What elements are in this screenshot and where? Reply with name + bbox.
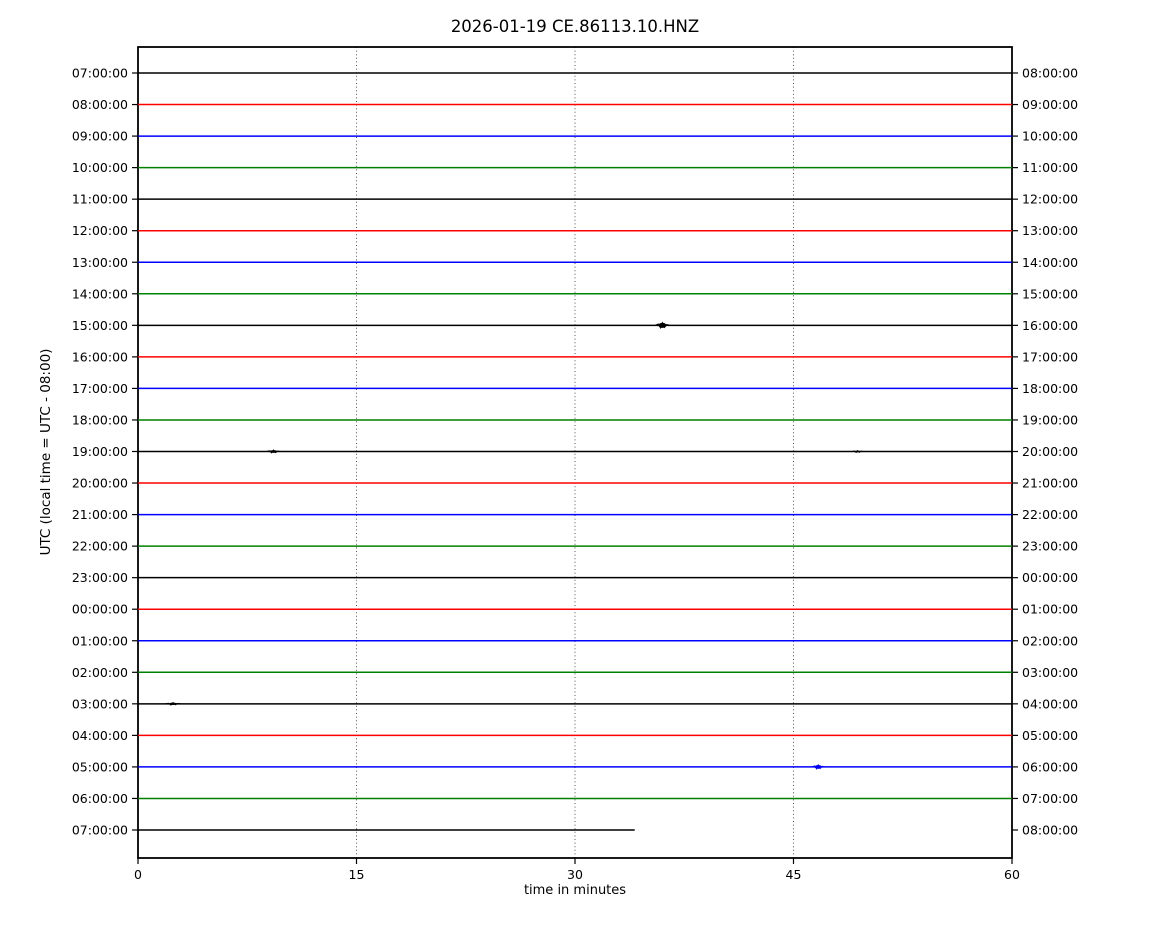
local-time-label: 01:00:00 [1022, 602, 1078, 617]
utc-time-label: 18:00:00 [72, 412, 128, 427]
utc-time-label: 17:00:00 [72, 381, 128, 396]
x-tick-label: 60 [1004, 867, 1020, 882]
utc-time-label: 01:00:00 [72, 633, 128, 648]
utc-time-label: 05:00:00 [72, 759, 128, 774]
seismic-event-wiggle [164, 701, 182, 706]
local-time-label: 22:00:00 [1022, 507, 1078, 522]
x-tick-label: 15 [349, 867, 365, 882]
local-time-label: 13:00:00 [1022, 223, 1078, 238]
utc-time-label: 08:00:00 [72, 97, 128, 112]
x-tick-label: 45 [786, 867, 802, 882]
local-time-label: 16:00:00 [1022, 318, 1078, 333]
local-time-label: 17:00:00 [1022, 349, 1078, 364]
local-time-label: 07:00:00 [1022, 791, 1078, 806]
local-time-label: 06:00:00 [1022, 759, 1078, 774]
x-tick-label: 30 [567, 867, 583, 882]
utc-time-label: 16:00:00 [72, 349, 128, 364]
x-axis-label: time in minutes [523, 883, 627, 898]
plot-frame [137, 46, 1013, 859]
utc-time-label: 12:00:00 [72, 223, 128, 238]
local-time-label: 11:00:00 [1022, 160, 1078, 175]
local-time-label: 05:00:00 [1022, 728, 1078, 743]
seismic-event-wiggle [266, 449, 281, 454]
local-time-label: 23:00:00 [1022, 539, 1078, 554]
local-time-label: 08:00:00 [1022, 66, 1078, 81]
seismic-event-wiggle [654, 321, 670, 330]
utc-time-label: 10:00:00 [72, 160, 128, 175]
local-time-label: 19:00:00 [1022, 412, 1078, 427]
utc-time-label: 06:00:00 [72, 791, 128, 806]
local-time-label: 03:00:00 [1022, 665, 1078, 680]
local-time-label: 00:00:00 [1022, 570, 1078, 585]
utc-time-label: 04:00:00 [72, 728, 128, 743]
utc-time-label: 07:00:00 [72, 823, 128, 838]
x-tick-label: 0 [134, 867, 142, 882]
local-time-label: 02:00:00 [1022, 633, 1078, 648]
local-time-label: 08:00:00 [1022, 823, 1078, 838]
utc-time-label: 11:00:00 [72, 192, 128, 207]
utc-time-label: 21:00:00 [72, 507, 128, 522]
utc-time-label: 15:00:00 [72, 318, 128, 333]
local-time-label: 09:00:00 [1022, 97, 1078, 112]
seismic-event-wiggle [811, 763, 825, 770]
utc-time-label: 13:00:00 [72, 255, 128, 270]
utc-time-label: 07:00:00 [72, 66, 128, 81]
local-time-label: 10:00:00 [1022, 129, 1078, 144]
utc-time-label: 23:00:00 [72, 570, 128, 585]
utc-time-label: 03:00:00 [72, 696, 128, 711]
utc-time-label: 22:00:00 [72, 539, 128, 554]
seismic-event-wiggle [851, 449, 864, 454]
utc-time-label: 00:00:00 [72, 602, 128, 617]
utc-time-label: 19:00:00 [72, 444, 128, 459]
utc-time-label: 14:00:00 [72, 286, 128, 301]
utc-time-label: 02:00:00 [72, 665, 128, 680]
local-time-label: 12:00:00 [1022, 192, 1078, 207]
local-time-label: 14:00:00 [1022, 255, 1078, 270]
utc-time-label: 20:00:00 [72, 476, 128, 491]
utc-time-label: 09:00:00 [72, 129, 128, 144]
local-time-label: 04:00:00 [1022, 696, 1078, 711]
chart-title: 2026-01-19 CE.86113.10.HNZ [450, 17, 700, 36]
local-time-label: 20:00:00 [1022, 444, 1078, 459]
local-time-label: 21:00:00 [1022, 476, 1078, 491]
local-time-label: 18:00:00 [1022, 381, 1078, 396]
local-time-label: 15:00:00 [1022, 286, 1078, 301]
